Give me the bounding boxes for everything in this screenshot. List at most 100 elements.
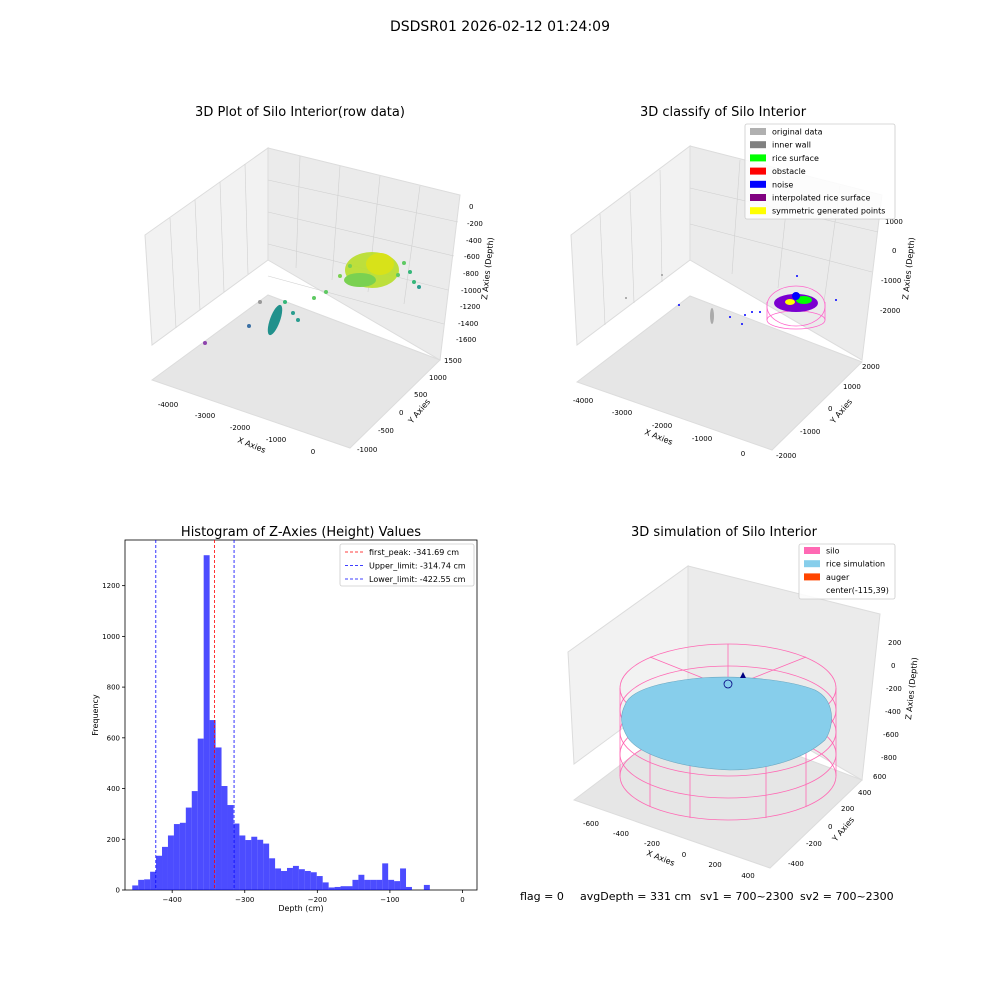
panel-raw-z-tick: -600 [464,253,480,261]
histogram-x-tick-label: 0 [460,896,464,904]
panel-sim-legend-label: rice simulation [826,560,885,569]
panel-raw-xlabel: X Axies [236,436,267,455]
panel-classify-x-tick: -1000 [692,435,712,443]
histogram-bar [215,747,222,890]
histogram-bar [227,805,234,890]
panel-sim-y-tick: -200 [806,840,822,848]
panel-sim-y-tick: -400 [788,860,804,868]
panel-raw-point [348,264,352,268]
panel-raw-point [283,300,287,304]
panel-classify-legend-entries: original data inner wall rice surface obsta… [750,128,885,216]
panel-classify-z-ticks: 1000 0 -1000 -2000 [880,218,903,315]
histogram-legend-label: first_peak: -341.69 cm [369,548,459,557]
panel-classify-noise-point [741,323,743,325]
histogram-bar [292,865,299,890]
panel-sim-z-tick: 200 [888,639,901,647]
panel-sim-legend-label: silo [826,547,840,556]
footer-sv1: sv1 = 700~2300 [700,890,794,903]
panel-raw-y-tick: -1000 [357,446,377,454]
panel-sim-x-tick: -600 [583,820,599,828]
panel-sim-y-tick: 400 [858,789,871,797]
panel-sim-z-tick: -200 [886,685,902,693]
panel-raw-point [312,296,316,300]
panel-raw-y-tick: 0 [399,409,403,417]
histogram-bar [162,846,168,890]
histogram-x-tick-label: −100 [380,896,399,904]
panel-raw-point [402,261,406,265]
histogram-bar [340,886,347,890]
panel-sim-z-tick: 0 [891,662,895,670]
panel-raw-y-tick: -500 [378,427,394,435]
panel-classify-floor [575,295,863,451]
panel-raw-point [258,300,262,304]
panel-classify-zlabel: Z Axies (Depth) [901,237,917,300]
histogram-legend-entries: first_peak: -341.69 cm Upper_limit: -314.… [345,548,466,584]
panel-classify-title: 3D classify of Silo Interior [640,105,807,120]
panel-sim-legend-entries: silo rice simulation auger center(-115,39) [804,547,889,595]
panel-classify-legend-swatch [750,141,766,149]
panel-raw-floor [150,294,441,449]
panel-classify-points [625,274,837,330]
histogram-bar [406,886,412,890]
panel-sim-title: 3D simulation of Silo Interior [631,525,818,540]
panel-classify-legend-label: interpolated rice surface [772,194,870,203]
panel-raw-point [417,285,421,289]
panel-classify-noise-point [759,311,761,313]
histogram-x-tick-label: −300 [235,896,254,904]
panel-simulation: 3D simulation of Silo Interior -600 [567,525,920,880]
panel-raw-y-ticks: -1000 -500 0 500 1000 1500 [357,357,462,454]
histogram-bar [132,885,139,890]
panel-raw-wall-streak [267,304,283,336]
panel-classify-legend-swatch [750,194,766,201]
panel-classify-z-tick: 0 [892,247,896,255]
histogram-bar [156,855,163,890]
histogram-y-tick-label: 800 [107,684,120,692]
panel-sim-zlabel: Z Axies (Depth) [904,657,920,720]
panel-sim-x-tick: 200 [708,861,721,869]
histogram-bar [263,843,270,890]
histogram-bar [203,555,210,890]
footer-status: flag = 0 avgDepth = 331 cm sv1 = 700~230… [520,890,894,903]
panel-sim-z-ticks: 200 0 -200 -400 -600 -800 [881,639,902,762]
panel-classify-noise-point [744,314,746,316]
histogram-bar [382,863,389,890]
panel-sim-z-tick: -600 [883,731,899,739]
panel-classify-legend: original data inner wall rice surface obsta… [744,123,896,220]
panel-classify-y-tick: 1000 [843,383,861,391]
panel-raw-point [338,274,342,278]
panel-sim-legend-box [798,543,896,600]
panel-classify-legend-swatch [750,167,766,175]
panel-classify-noise-point [835,299,837,301]
histogram-y-tick-label: 1000 [102,633,120,641]
footer-flag: flag = 0 [520,890,564,903]
histogram-y-tick-label: 200 [107,836,120,844]
panel-classify-x-tick: 0 [741,450,745,458]
panel-sim-legend-label: auger [826,573,850,582]
panel-raw-z-tick: -1000 [461,287,481,295]
panel-raw-title: 3D Plot of Silo Interior(row data) [195,105,405,120]
histogram-bar [304,870,311,890]
panel-raw-y-tick: 500 [414,391,427,399]
panel-classify-z-tick: -2000 [880,307,900,315]
panel-sim-legend: silo rice simulation auger center(-115,39) [798,543,896,600]
panel-classify-wall-points [710,308,714,324]
panel-classify-x-tick: -4000 [573,397,593,405]
histogram-bar [185,807,192,890]
panel-classify-original-point [661,274,663,276]
panel-classify-legend-swatch [750,180,766,188]
panel-sim-xlabel: X Axies [645,849,676,868]
histogram-bar [364,879,371,890]
histogram-bar [346,886,353,890]
histogram-bar [322,882,329,890]
histogram-bar [221,786,228,890]
histogram-xlabel: Depth (cm) [278,904,323,913]
panel-raw-x-tick: -2000 [230,424,250,432]
panel-raw-point [324,290,328,294]
panel-sim-auger [740,672,746,678]
panel-sim-x-tick: -400 [613,830,629,838]
histogram-bar [150,871,157,890]
panel-classify-legend-swatch [750,128,766,135]
panel-sim-legend-swatch [804,560,820,568]
panel-sim-center-marker [723,679,733,689]
histogram-x-tick-label: −200 [308,896,327,904]
